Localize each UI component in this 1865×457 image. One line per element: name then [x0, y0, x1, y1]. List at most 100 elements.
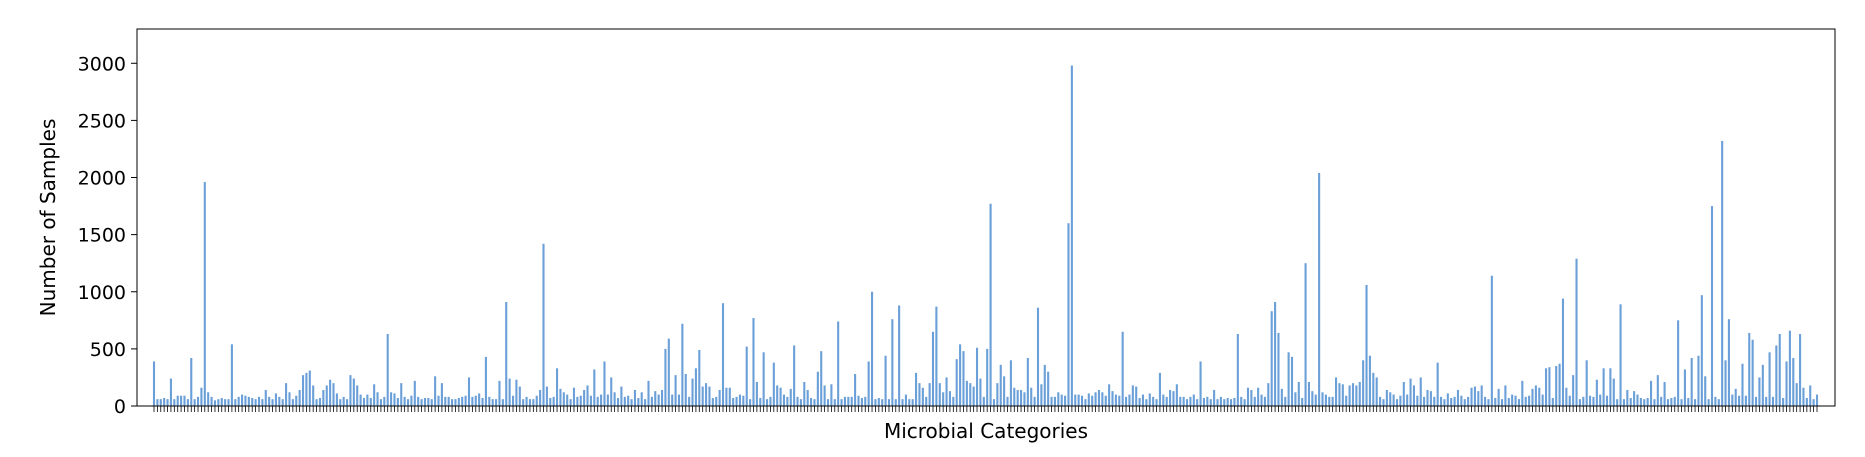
bar: [1433, 396, 1436, 406]
bar: [1609, 368, 1612, 406]
bar: [484, 356, 487, 406]
bar: [532, 399, 535, 406]
bar: [1487, 399, 1490, 406]
bar: [1084, 399, 1087, 406]
bar: [1795, 383, 1798, 406]
bar: [417, 396, 420, 406]
bar: [224, 399, 227, 406]
bar: [1260, 394, 1263, 406]
bar: [1182, 396, 1185, 406]
bar: [1700, 295, 1703, 406]
bar: [986, 348, 989, 406]
bar: [1392, 394, 1395, 406]
bar: [471, 396, 474, 406]
bar: [925, 396, 928, 406]
bar: [1379, 396, 1382, 406]
bar: [511, 395, 515, 406]
bar: [596, 396, 599, 406]
bar: [1599, 394, 1602, 406]
bar: [962, 351, 965, 406]
bar: [576, 396, 579, 406]
bar: [772, 362, 775, 406]
bar: [335, 393, 338, 406]
bar: [762, 352, 765, 406]
bar: [339, 399, 342, 406]
x-axis-label: Microbial Categories: [884, 419, 1088, 443]
bar: [220, 398, 223, 406]
bar: [352, 378, 355, 406]
bar: [454, 399, 457, 406]
bar: [1548, 367, 1551, 406]
bar: [765, 399, 769, 406]
y-tick-label: 1000: [78, 282, 126, 304]
bar: [1290, 356, 1294, 406]
bar: [1216, 399, 1219, 406]
bar: [1649, 380, 1653, 406]
bar: [694, 368, 697, 406]
bar: [200, 387, 203, 406]
bar: [870, 291, 874, 406]
bar: [850, 396, 853, 406]
bar: [688, 396, 691, 406]
bar: [1358, 382, 1361, 406]
bar: [542, 243, 545, 406]
bar: [1450, 398, 1453, 406]
bar: [1812, 399, 1815, 406]
bar: [1338, 383, 1341, 406]
bar: [1687, 398, 1690, 406]
bar: [556, 368, 559, 406]
bar: [288, 392, 291, 406]
bar: [413, 380, 416, 406]
bar: [620, 386, 623, 406]
bar: [992, 399, 996, 406]
bar: [1585, 360, 1588, 406]
bar: [362, 398, 366, 406]
bar: [193, 399, 196, 406]
bar: [1257, 387, 1260, 406]
bar: [410, 395, 413, 406]
bar: [820, 351, 823, 406]
bar: [1145, 399, 1148, 406]
bar: [1141, 394, 1145, 406]
bar: [691, 378, 694, 406]
bar: [1544, 368, 1548, 406]
bar: [1575, 258, 1578, 406]
bar: [312, 385, 315, 406]
bar: [1616, 399, 1619, 406]
bar: [518, 386, 521, 406]
bar: [884, 355, 887, 406]
bar: [752, 318, 755, 406]
bar: [505, 302, 508, 406]
bar: [278, 396, 281, 406]
bar: [1375, 377, 1378, 406]
bar: [434, 376, 437, 406]
bar: [559, 388, 562, 406]
bar: [1233, 398, 1236, 406]
bar: [1690, 358, 1693, 406]
bar: [457, 398, 460, 406]
bar: [738, 394, 741, 406]
bar: [1324, 394, 1327, 406]
bar: [1406, 394, 1409, 406]
bar: [491, 399, 494, 406]
bar: [1775, 345, 1778, 406]
bar: [1121, 331, 1124, 406]
bar: [423, 398, 427, 406]
bar: [213, 400, 217, 406]
bar: [549, 398, 552, 406]
bar: [1148, 393, 1151, 406]
bar: [234, 399, 237, 406]
bar: [1016, 390, 1019, 406]
bar: [1050, 396, 1053, 406]
bar: [322, 390, 325, 406]
bar: [1138, 398, 1141, 406]
bar: [931, 331, 935, 406]
bar: [522, 399, 525, 406]
bar: [1561, 298, 1565, 406]
bar: [1670, 398, 1673, 406]
plot-frame: [136, 28, 1836, 407]
bar: [1328, 396, 1331, 406]
bar: [156, 399, 159, 406]
bar: [1815, 394, 1819, 406]
bar: [1592, 396, 1595, 406]
